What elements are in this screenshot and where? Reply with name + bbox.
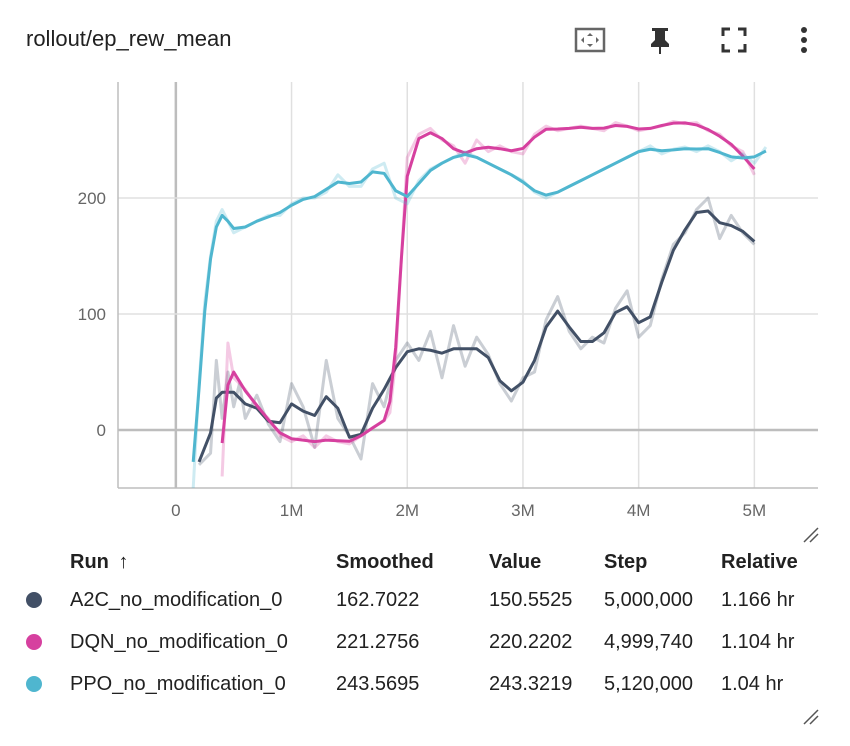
raw-value: 150.5525 (489, 588, 573, 611)
table-header-row: Run ↑ Smoothed Value Step Relative (26, 545, 821, 579)
table-row[interactable]: DQN_no_modification_0 221.2756 220.2202 … (26, 621, 821, 663)
x-tick-label: 2M (395, 501, 419, 520)
run-color-dot (26, 592, 42, 609)
step-header[interactable]: Step (604, 550, 648, 573)
x-tick-label: 4M (627, 501, 651, 520)
run-header[interactable]: Run ↑ (70, 545, 336, 579)
x-tick-label: 1M (280, 501, 304, 520)
series-raw-line (220, 119, 756, 477)
series-line (220, 121, 756, 444)
y-tick-label: 0 (97, 421, 106, 440)
table-row[interactable]: PPO_no_modification_0 243.5695 243.3219 … (26, 663, 821, 705)
x-tick-label: 0 (171, 501, 180, 520)
smoothed-value: 243.5695 (336, 672, 420, 695)
run-name: DQN_no_modification_0 (70, 630, 288, 653)
step-value: 4,999,740 (604, 630, 693, 653)
smoothed-value: 221.2756 (336, 630, 420, 653)
relative-value: 1.104 hr (721, 630, 795, 653)
step-value: 5,120,000 (604, 672, 693, 695)
resize-table-icon[interactable] (800, 706, 820, 726)
run-color-dot (26, 676, 42, 693)
run-name: A2C_no_modification_0 (70, 588, 283, 611)
runs-table: Run ↑ Smoothed Value Step Relative A2C_n… (26, 545, 821, 705)
sort-arrow-icon: ↑ (118, 550, 129, 573)
run-name: PPO_no_modification_0 (70, 672, 286, 695)
value-header[interactable]: Value (489, 550, 542, 573)
fullscreen-icon (721, 27, 747, 53)
pin-icon (651, 28, 669, 54)
fit-domain-icon (574, 27, 606, 53)
smoothed-header[interactable]: Smoothed (336, 550, 434, 573)
series-raw-line (197, 196, 756, 466)
resize-chart-icon[interactable] (800, 524, 820, 544)
series-line (191, 147, 767, 463)
raw-value: 220.2202 (489, 630, 573, 653)
y-tick-label: 200 (78, 189, 106, 208)
x-tick-label: 5M (743, 501, 767, 520)
pin-button[interactable] (642, 22, 678, 58)
table-row[interactable]: A2C_no_modification_0 162.7022 150.5525 … (26, 579, 821, 621)
y-tick-label: 100 (78, 305, 106, 324)
x-tick-label: 3M (511, 501, 535, 520)
more-vert-icon (801, 27, 807, 53)
smoothed-value: 162.7022 (336, 588, 420, 611)
fullscreen-button[interactable] (716, 22, 752, 58)
relative-value: 1.166 hr (721, 588, 795, 611)
raw-value: 243.3219 (489, 672, 573, 695)
chart-title: rollout/ep_rew_mean (26, 26, 232, 51)
step-value: 5,000,000 (604, 588, 693, 611)
run-color-dot (26, 634, 42, 651)
more-options-button[interactable] (786, 22, 822, 58)
run-header-label: Run (70, 550, 109, 573)
relative-header[interactable]: Relative (721, 550, 798, 573)
fit-domain-button[interactable] (572, 22, 608, 58)
relative-value: 1.04 hr (721, 672, 784, 695)
line-chart[interactable]: 0 1M 2M 3M 4M 5M 0 100 200 (0, 70, 850, 540)
